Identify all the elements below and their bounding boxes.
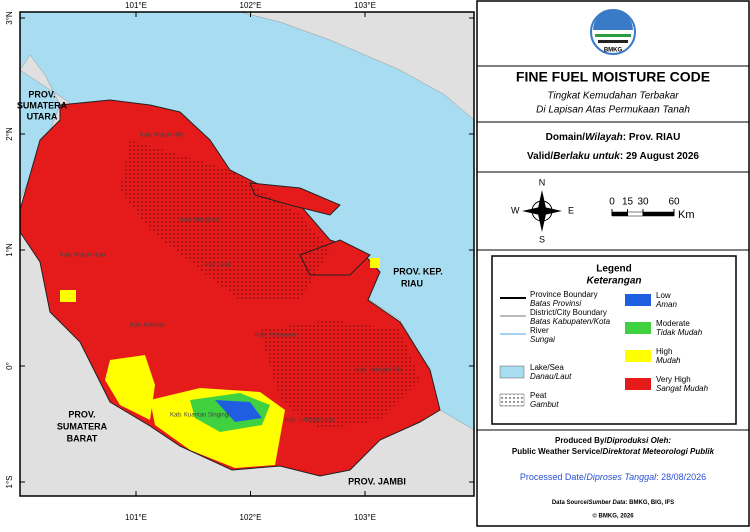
scale-label: 0 xyxy=(609,197,615,208)
district-label: Kab. Kuantan Singingi xyxy=(170,413,229,419)
high-area xyxy=(105,355,155,420)
district-label: Kab. Indragiri Hilir xyxy=(355,368,403,374)
peat-area xyxy=(120,140,330,300)
region-label: PROV. xyxy=(68,409,95,419)
lon-label: 103°E xyxy=(354,513,376,522)
lat-label: 1°S xyxy=(5,476,14,489)
district-label: Kab. Rokan Hulu xyxy=(60,253,105,259)
lon-label: 103°E xyxy=(354,1,376,10)
data-source: Data Source/Sumber Data: BMKG, BIG, IFS xyxy=(552,500,674,506)
domain: Domain/Wilayah: Prov. RIAU xyxy=(546,132,681,143)
copyright: © BMKG, 2026 xyxy=(592,513,634,520)
legend-swatch xyxy=(625,294,651,306)
produced: Produced By/Diproduksi Oleh: xyxy=(555,436,671,445)
high-area xyxy=(370,258,380,268)
subtitle: Tingkat Kemudahan Terbakar xyxy=(547,91,679,102)
region-labels: PROV. SUMATERA UTARA PROV. SUMATERA BARA… xyxy=(17,89,443,486)
compass-n: N xyxy=(539,177,546,187)
scale-label: 30 xyxy=(637,197,649,208)
subtitle: Di Lapisan Atas Permukaan Tanah xyxy=(536,105,690,116)
scale-label: 15 xyxy=(622,197,634,208)
legend-swatch xyxy=(625,350,651,362)
region-label: RIAU xyxy=(401,278,423,288)
scale-unit: Km xyxy=(678,209,695,221)
logo-text: BMKG xyxy=(604,48,623,54)
peat-area xyxy=(260,320,420,430)
lat-label: 0° xyxy=(5,362,14,370)
legend-label-local: Mudah xyxy=(656,356,681,365)
legend-label: Province Boundary xyxy=(530,290,598,299)
high-area xyxy=(60,290,76,302)
district-label: Kab. Indragiri Hulu xyxy=(285,418,335,424)
legend-swatch xyxy=(625,322,651,334)
region-label: PROV. KEP. xyxy=(393,266,443,276)
legend-label-local: Sungai xyxy=(530,335,555,344)
organization: Public Weather Service/Direktorat Meteor… xyxy=(512,447,715,456)
legend-label: Moderate xyxy=(656,319,690,328)
legend-label-local: Batas Kabupaten/Kota xyxy=(530,317,611,326)
map: Kab. Rokan Hulu Kab. Kampar Kab. Kuantan… xyxy=(5,1,475,522)
region-label: UTARA xyxy=(27,111,58,121)
legend-label-local: Danau/Laut xyxy=(530,372,572,381)
legend-swatch xyxy=(499,393,525,407)
lon-label: 102°E xyxy=(240,513,262,522)
scale-label: 60 xyxy=(668,197,680,208)
legend-label-local: Batas Provinsi xyxy=(530,299,581,308)
compass: N E S W xyxy=(511,177,574,244)
district-label: Kab. Kampar xyxy=(130,323,165,329)
district-label: Kab. Pelalawan xyxy=(255,333,297,339)
lon-label: 101°E xyxy=(125,513,147,522)
scale-segment xyxy=(642,211,675,217)
legend-label-local: Sangat Mudah xyxy=(656,384,709,393)
district-label: Kab. Rokan Hilir xyxy=(140,133,183,139)
region-label: SUMATERA xyxy=(57,421,108,431)
district-label: Kab. Siak xyxy=(205,263,232,269)
legend-label: District/City Boundary xyxy=(530,308,607,317)
low-area xyxy=(215,400,262,422)
legend-label: High xyxy=(656,347,672,356)
footer: Produced By/Diproduksi Oleh: Public Weat… xyxy=(512,436,715,519)
title: FINE FUEL MOISTURE CODE xyxy=(516,69,710,85)
legend-label: Lake/Sea xyxy=(530,363,564,372)
processed-date: Processed Date/Diproses Tanggal: 28/08/2… xyxy=(520,472,706,482)
legend-label: Very High xyxy=(656,375,691,384)
legend-label-local: Tidak Mudah xyxy=(656,328,703,337)
compass-s: S xyxy=(539,234,545,244)
legend-label-local: Gambut xyxy=(530,400,559,409)
compass-e: E xyxy=(568,205,574,215)
legend-swatch xyxy=(499,365,525,379)
lon-label: 101°E xyxy=(125,1,147,10)
graticule: 101°E 101°E 102°E 102°E 103°E 103°E 3°N 2°N 1°N 0… xyxy=(5,1,474,522)
lat-label: 1°N xyxy=(5,243,14,257)
logo: BMKG xyxy=(590,9,636,55)
region-label: BARAT xyxy=(67,433,98,443)
legend-title-local: Keterangan xyxy=(586,276,641,287)
scale-segment xyxy=(627,211,644,217)
legend-label: Low xyxy=(656,291,671,300)
legend-swatch xyxy=(625,378,651,390)
region-label: PROV. xyxy=(28,89,55,99)
district-label: Kab. Bengkalis xyxy=(180,218,220,224)
legend-label: River xyxy=(530,326,549,335)
legend-label-local: Aman xyxy=(655,300,677,309)
map-frame xyxy=(19,11,475,497)
scale-segment xyxy=(611,211,628,217)
region-label: PROV. JAMBI xyxy=(348,476,406,486)
region-label: SUMATERA xyxy=(17,100,68,110)
lat-label: 3°N xyxy=(5,11,14,25)
lon-label: 102°E xyxy=(240,1,262,10)
lat-label: 2°N xyxy=(5,127,14,141)
valid-date: Valid/Berlaku untuk: 29 August 2026 xyxy=(527,151,699,162)
legend-title: Legend xyxy=(596,264,632,275)
district-labels: Kab. Rokan Hulu Kab. Kampar Kab. Kuantan… xyxy=(60,133,403,424)
side-panel xyxy=(476,0,750,527)
legend-label: Peat xyxy=(530,391,547,400)
compass-w: W xyxy=(511,205,520,215)
